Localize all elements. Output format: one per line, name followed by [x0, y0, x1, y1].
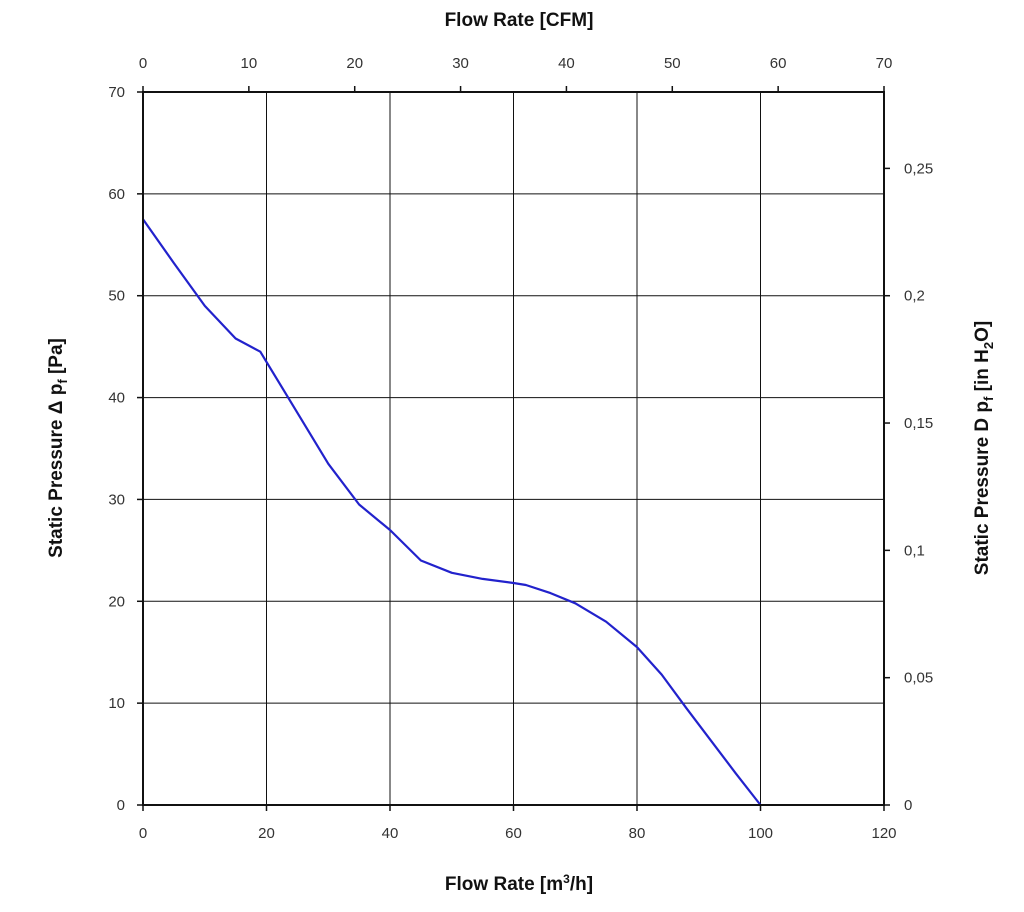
- tick-marks: [137, 86, 890, 811]
- right-tick-label: 0,2: [904, 288, 925, 305]
- left-tick-label: 10: [108, 695, 125, 712]
- left-tick-labels: 0 10 20 30 40 50 60 70: [108, 84, 125, 814]
- left-tick-label: 60: [108, 186, 125, 203]
- bottom-tick-label: 120: [871, 825, 896, 842]
- bottom-tick-labels: 0 20 40 60 80 100 120: [139, 825, 897, 842]
- top-tick-label: 10: [241, 55, 258, 72]
- series-layer: [142, 218, 762, 806]
- x-axis-bottom-title: Flow Rate [m3/h]: [445, 872, 593, 895]
- right-tick-label: 0,1: [904, 542, 925, 559]
- x-axis-top-title: Flow Rate [CFM]: [445, 10, 594, 31]
- top-tick-label: 50: [664, 55, 681, 72]
- bottom-tick-label: 60: [505, 825, 522, 842]
- y-axis-left-title: Static Pressure Δ pf [Pa]: [46, 338, 70, 558]
- left-tick-label: 50: [108, 288, 125, 305]
- top-tick-labels: 0 10 20 30 40 50 60 70: [139, 55, 893, 72]
- top-tick-label: 0: [139, 55, 147, 72]
- bottom-tick-label: 80: [629, 825, 646, 842]
- bottom-tick-label: 20: [258, 825, 275, 842]
- right-tick-label: 0,15: [904, 415, 933, 432]
- right-tick-label: 0: [904, 797, 912, 814]
- top-tick-label: 40: [558, 55, 575, 72]
- left-tick-label: 40: [108, 390, 125, 407]
- top-tick-label: 30: [452, 55, 469, 72]
- bottom-tick-label: 100: [748, 825, 773, 842]
- left-tick-label: 70: [108, 84, 125, 101]
- top-tick-label: 70: [876, 55, 893, 72]
- left-tick-label: 0: [117, 797, 125, 814]
- bottom-tick-label: 0: [139, 825, 147, 842]
- grid: [142, 91, 885, 806]
- bottom-tick-label: 40: [382, 825, 399, 842]
- right-tick-label: 0,05: [904, 670, 933, 687]
- top-tick-label: 60: [770, 55, 787, 72]
- series-line: [142, 218, 762, 806]
- right-tick-labels: 0 0,05 0,1 0,15 0,2 0,25: [904, 160, 933, 814]
- top-tick-label: 20: [346, 55, 363, 72]
- y-axis-right-title: Static Pressure D pf [in H2O]: [972, 321, 996, 575]
- left-tick-label: 30: [108, 491, 125, 508]
- right-tick-label: 0,25: [904, 160, 933, 177]
- left-tick-label: 20: [108, 593, 125, 610]
